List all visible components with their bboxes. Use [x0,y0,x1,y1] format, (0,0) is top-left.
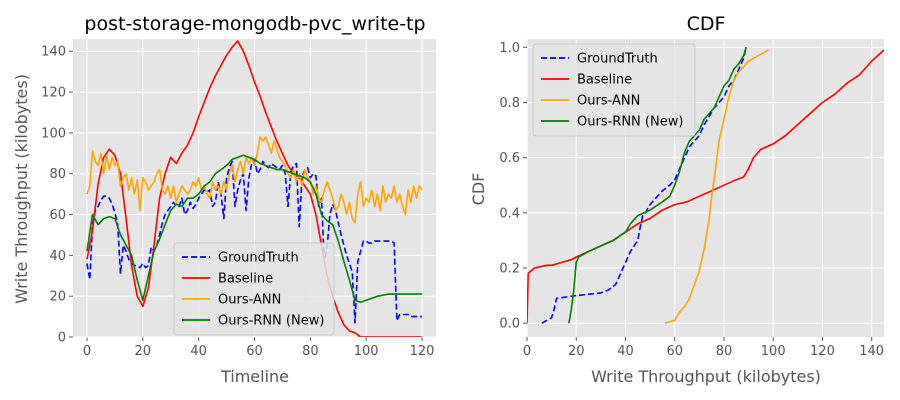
legend: GroundTruth Baseline Ours-ANN Ours-RNN (New… [532,43,696,137]
chart-title: post-storage-mongodb-pvc_write-tp [84,13,425,35]
series-line [541,47,747,324]
x-tick-label: 140 [859,344,884,359]
x-tick-label: 120 [410,344,435,359]
series-line [664,49,769,324]
series-line [86,136,423,224]
y-tick-label: 120 [41,86,66,101]
x-tick-label: 0 [523,344,531,359]
y-tick-label: 0.0 [499,317,520,332]
legend-label: GroundTruth [218,251,299,266]
y-tick-label: 100 [41,126,66,141]
y-tick-label: 0.2 [499,262,520,277]
x-tick-label: 0 [83,344,91,359]
y-tick-label: 0 [58,331,66,346]
series-line [86,154,422,304]
x-tick-label: 80 [716,344,733,359]
y-axis-label: CDF [469,173,488,206]
y-tick-label: 0.8 [499,96,520,111]
legend-label: Baseline [218,272,273,287]
y-tick-label: 0.4 [499,206,520,221]
legend-label: Baseline [577,73,632,88]
y-tick-label: 140 [41,45,66,60]
y-tick-label: 20 [49,290,66,305]
legend-label: GroundTruth [577,52,658,67]
x-tick-label: 40 [617,344,634,359]
y-tick-label: 40 [49,249,66,264]
y-tick-label: 0.6 [499,151,520,166]
x-tick-label: 60 [666,344,683,359]
y-tick-label: 60 [49,208,66,223]
x-tick-label: 40 [190,344,207,359]
legend-label: Ours-RNN (New) [577,115,683,130]
x-tick-label: 20 [568,344,585,359]
x-tick-label: 100 [354,344,379,359]
legend-box [173,242,335,336]
legend-label: Ours-ANN [577,94,640,109]
y-axis-label: Write Throughput (kilobytes) [12,74,31,304]
x-tick-label: 100 [761,344,786,359]
x-tick-label: 80 [302,344,319,359]
chart-left: post-storage-mongodb-pvc_write-tp Timeli… [12,13,436,386]
y-tick-label: 80 [49,167,66,182]
chart-title: CDF [687,13,726,35]
legend-label: Ours-RNN (New) [218,314,324,329]
chart-right: CDF Write Throughput (kilobytes) CDF 0 20… [469,13,884,386]
legend-label: Ours-ANN [218,293,281,308]
x-axis-label: Timeline [220,367,289,386]
y-tick-label: 1.0 [499,41,520,56]
series-line [568,47,747,324]
series-line [527,49,884,324]
series-line [86,40,422,337]
x-tick-label: 60 [246,344,263,359]
x-tick-label: 120 [810,344,835,359]
legend-box [532,43,696,137]
x-axis-label: Write Throughput (kilobytes) [591,367,821,386]
x-tick-label: 20 [135,344,152,359]
legend: GroundTruth Baseline Ours-ANN Ours-RNN (New… [173,242,335,336]
